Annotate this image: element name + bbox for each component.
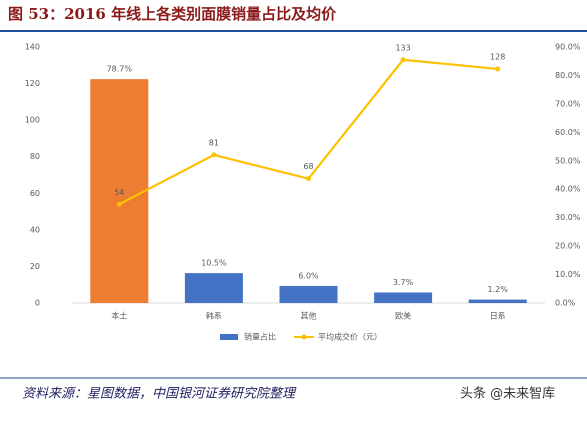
line-point <box>306 176 311 182</box>
y2-tick-label: 0.0% <box>555 299 576 308</box>
bar <box>279 285 338 303</box>
data-label: 128 <box>490 52 505 61</box>
data-label: 78.7% <box>107 65 133 74</box>
source: 资料来源：星图数据，中国银河证券研究院整理 <box>22 386 297 402</box>
bar <box>184 273 243 303</box>
y2-tick-label: 20.0% <box>555 242 581 251</box>
line-point <box>495 66 501 72</box>
bar <box>90 79 149 304</box>
y2-tick-label: 70.0% <box>555 99 581 108</box>
data-label: 68 <box>303 162 313 171</box>
line <box>118 58 498 206</box>
y2-tick-label: 90.0% <box>555 43 581 52</box>
x-tick-label: 日系 <box>490 311 506 321</box>
y-tick-label: 120 <box>25 79 40 88</box>
y2-tick-label: 60.0% <box>555 128 581 137</box>
y2-tick-label: 40.0% <box>555 185 581 194</box>
chart-title: 图 53：2016 年线上各类别面膜销量占比及均价 <box>8 5 337 23</box>
y-tick-label: 100 <box>25 116 40 125</box>
legend-label: 销量占比 <box>244 332 276 342</box>
watermark: 头条 @未来智库 <box>460 386 555 402</box>
y-tick-label: 140 <box>25 43 40 52</box>
bar <box>374 292 433 303</box>
y-tick-label: 20 <box>30 262 40 271</box>
y2-tick-label: 50.0% <box>555 156 581 165</box>
legend-swatch <box>301 334 307 340</box>
y2-tick-label: 30.0% <box>555 213 581 222</box>
x-tick-label: 本土 <box>111 311 127 321</box>
line-point <box>211 152 217 158</box>
legend-swatch <box>220 334 238 340</box>
y2-tick-label: 80.0% <box>555 71 581 80</box>
y-tick-label: 40 <box>30 225 40 234</box>
data-label: 54 <box>114 188 124 197</box>
data-label: 81 <box>209 138 219 147</box>
line-point <box>116 201 122 207</box>
data-label: 6.0% <box>298 271 319 280</box>
data-label: 1.2% <box>488 285 509 294</box>
bar <box>468 299 527 303</box>
line-point <box>400 57 406 63</box>
x-tick-label: 其他 <box>301 311 317 321</box>
data-label: 3.7% <box>393 278 414 287</box>
y-tick-label: 0 <box>35 299 40 308</box>
data-label: 10.5% <box>201 259 227 268</box>
x-tick-label: 欧美 <box>395 311 411 321</box>
y2-tick-label: 10.0% <box>555 270 581 279</box>
data-label: 133 <box>395 43 410 52</box>
y-tick-label: 80 <box>30 152 40 161</box>
x-tick-label: 韩系 <box>206 311 222 321</box>
legend-label: 平均成交价（元） <box>318 332 382 342</box>
y-tick-label: 60 <box>30 189 40 198</box>
